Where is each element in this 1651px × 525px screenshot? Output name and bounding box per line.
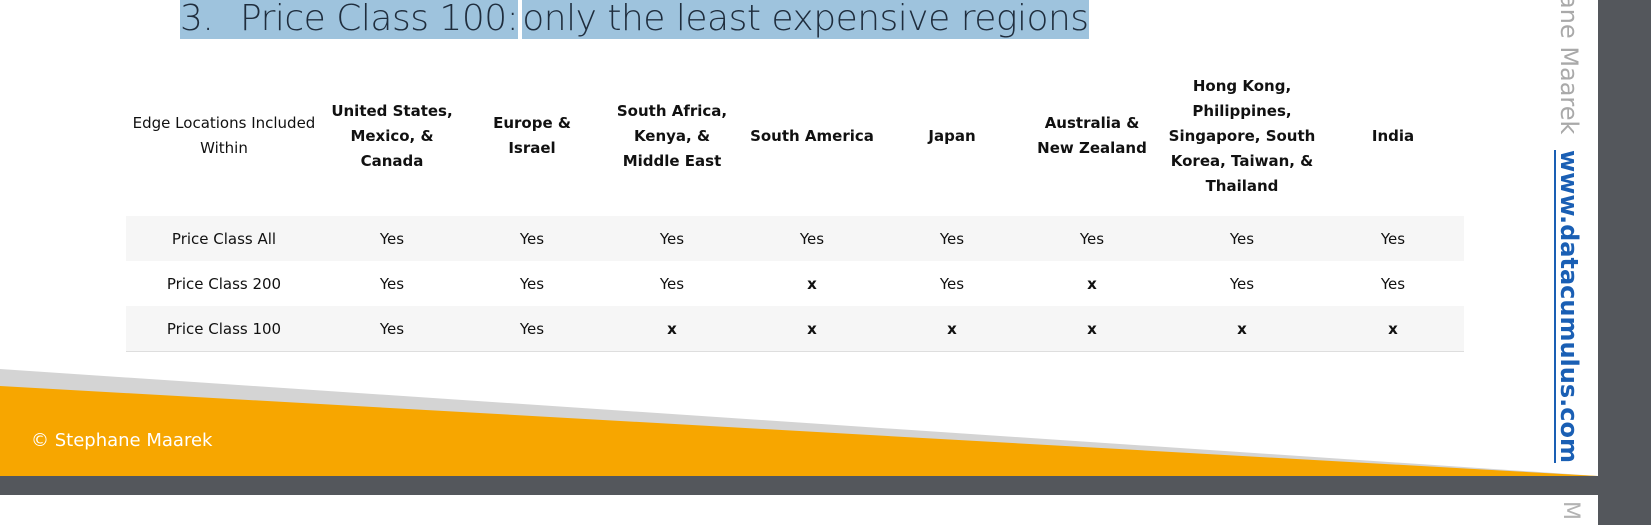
table-cell: Yes (882, 216, 1022, 261)
header-cell: Hong Kong, Philippines, Singapore, South… (1168, 76, 1316, 195)
table-cell: x (1162, 306, 1322, 352)
table-cell: Yes (1022, 216, 1162, 261)
price-class-table: Edge Locations Included Within United St… (126, 56, 1464, 352)
title-part-2: only the least expensive regions (522, 0, 1089, 39)
row-label: Price Class 200 (166, 274, 282, 293)
table-cell: x (882, 306, 1022, 352)
table-cell: Yes (659, 274, 685, 293)
header-cell: South Africa, Kenya, & Middle East (616, 101, 728, 170)
table-row: Price Class 100 Yes Yes x x x x x x (126, 306, 1464, 352)
side-author-name: ane Maarek (1555, 0, 1583, 135)
table-cell: Yes (1380, 274, 1406, 293)
table-cell: x (742, 306, 882, 352)
next-slide-letter: M (1558, 501, 1583, 520)
table-cell: Yes (519, 274, 545, 293)
title-number: 3. (180, 0, 240, 39)
side-website-link[interactable]: www.datacumulus.com (1555, 150, 1583, 463)
table-cell: Yes (462, 306, 602, 352)
orange-band (0, 386, 1598, 476)
table-cell: Yes (1322, 216, 1464, 261)
header-cell: Edge Locations Included Within (132, 114, 316, 157)
table-cell: Yes (1229, 274, 1255, 293)
table-cell: x (1087, 274, 1097, 293)
next-slide-edge: M (0, 495, 1598, 525)
table-cell: Yes (1162, 216, 1322, 261)
header-cell: Japan (928, 126, 976, 145)
row-label: Price Class All (126, 216, 322, 261)
table-cell: x (1022, 306, 1162, 352)
table-cell: Yes (322, 216, 462, 261)
table-cell: Yes (602, 216, 742, 261)
side-branding: ane Maarek www.datacumulus.com (1555, 0, 1591, 463)
slide-title: 3. Price Class 100: only the least expensi… (180, 0, 1089, 46)
footer-bands (0, 369, 1598, 476)
table-header-row: Edge Locations Included Within United St… (126, 56, 1464, 216)
slide: 3. Price Class 100: only the least expensi… (0, 0, 1598, 476)
header-cell: United States, Mexico, & Canada (331, 101, 453, 170)
table-cell: Yes (322, 306, 462, 352)
table-row: Price Class 200 Yes Yes Yes x Yes x Yes … (126, 261, 1464, 306)
table-cell: x (807, 274, 817, 293)
table-cell: x (602, 306, 742, 352)
header-cell: South America (750, 126, 874, 145)
title-part-1: Price Class 100: (240, 0, 519, 39)
table-cell: Yes (742, 216, 882, 261)
footer-copyright: © Stephane Maarek (31, 430, 213, 451)
table-row: Price Class All Yes Yes Yes Yes Yes Yes … (126, 216, 1464, 261)
header-cell: India (1371, 126, 1415, 145)
table-cell: Yes (462, 216, 602, 261)
table-cell: Yes (939, 274, 965, 293)
row-label: Price Class 100 (126, 306, 322, 352)
table-cell: Yes (379, 274, 405, 293)
header-cell: Australia & New Zealand (1037, 114, 1147, 157)
header-cell: Europe & Israel (493, 114, 571, 157)
table-cell: x (1322, 306, 1464, 352)
